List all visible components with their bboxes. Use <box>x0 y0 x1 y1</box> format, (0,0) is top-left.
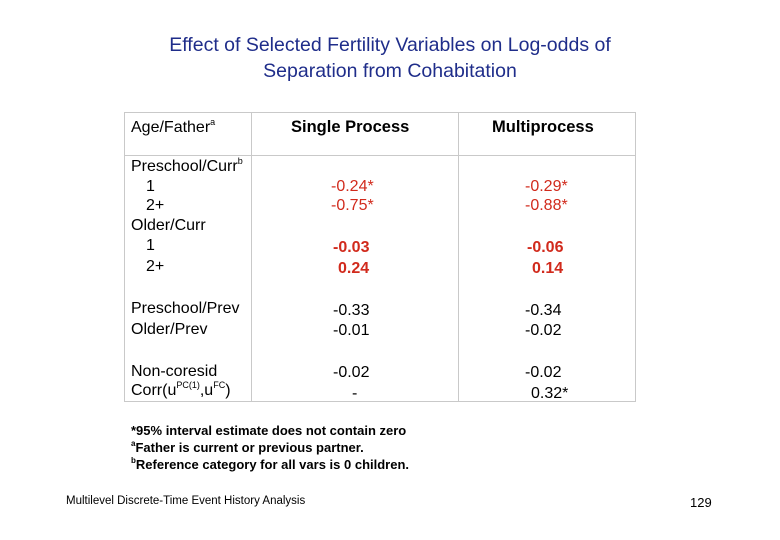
cell-multi-pc-2: -0.88* <box>525 197 568 214</box>
cell-multi-older-prev: -0.02 <box>525 322 562 339</box>
cell-multi-non-coresid: -0.02 <box>525 364 562 381</box>
cell-single-corr: - <box>352 385 358 402</box>
row-label-pc-2: 2+ <box>146 197 165 214</box>
page-number: 129 <box>690 495 712 510</box>
slide-title: Effect of Selected Fertility Variables o… <box>0 32 780 84</box>
cell-single-non-coresid: -0.02 <box>333 364 370 381</box>
row-label-preschool-curr: Preschool/Currb <box>131 156 243 176</box>
cell-multi-pc-1: -0.29* <box>525 178 568 195</box>
header-single-process: Single Process <box>291 118 410 136</box>
header-multiprocess: Multiprocess <box>492 118 594 136</box>
cell-single-pc-1: -0.24* <box>331 178 374 195</box>
footnote-significance: *95% interval estimate does not contain … <box>131 423 407 438</box>
title-line-1: Effect of Selected Fertility Variables o… <box>169 34 611 56</box>
cell-multi-oc-1: -0.06 <box>527 239 564 256</box>
cell-multi-oc-2: 0.14 <box>532 260 564 277</box>
cell-multi-preschool-prev: -0.34 <box>525 302 562 319</box>
header-divider <box>125 155 635 156</box>
row-label-pc-1: 1 <box>146 178 155 195</box>
row-label-preschool-prev: Preschool/Prev <box>131 300 240 317</box>
cell-single-older-prev: -0.01 <box>333 322 370 339</box>
row-label-non-coresid: Non-coresid <box>131 363 218 380</box>
header-variable: Age/Fathera <box>131 117 216 137</box>
results-table: Age/Fathera Single Process Multiprocess … <box>124 112 636 402</box>
footnote-father: aFather is current or previous partner. <box>131 439 364 456</box>
row-label-corr: Corr(uPC(1),uFC) <box>131 380 231 400</box>
cell-single-oc-2: 0.24 <box>338 260 370 277</box>
row-label-older-curr: Older/Curr <box>131 217 206 234</box>
row-label-oc-1: 1 <box>146 237 155 254</box>
cell-single-oc-1: -0.03 <box>333 239 370 256</box>
cell-single-preschool-prev: -0.33 <box>333 302 370 319</box>
row-label-older-prev: Older/Prev <box>131 321 208 338</box>
cell-single-pc-2: -0.75* <box>331 197 374 214</box>
title-line-2: Separation from Cohabitation <box>263 60 517 82</box>
footnote-reference: bReference category for all vars is 0 ch… <box>131 456 410 473</box>
footer-course-title: Multilevel Discrete-Time Event History A… <box>66 495 306 507</box>
cell-multi-corr: 0.32* <box>531 385 569 402</box>
column-divider <box>251 113 252 401</box>
row-label-oc-2: 2+ <box>146 258 165 275</box>
column-divider <box>458 113 459 401</box>
